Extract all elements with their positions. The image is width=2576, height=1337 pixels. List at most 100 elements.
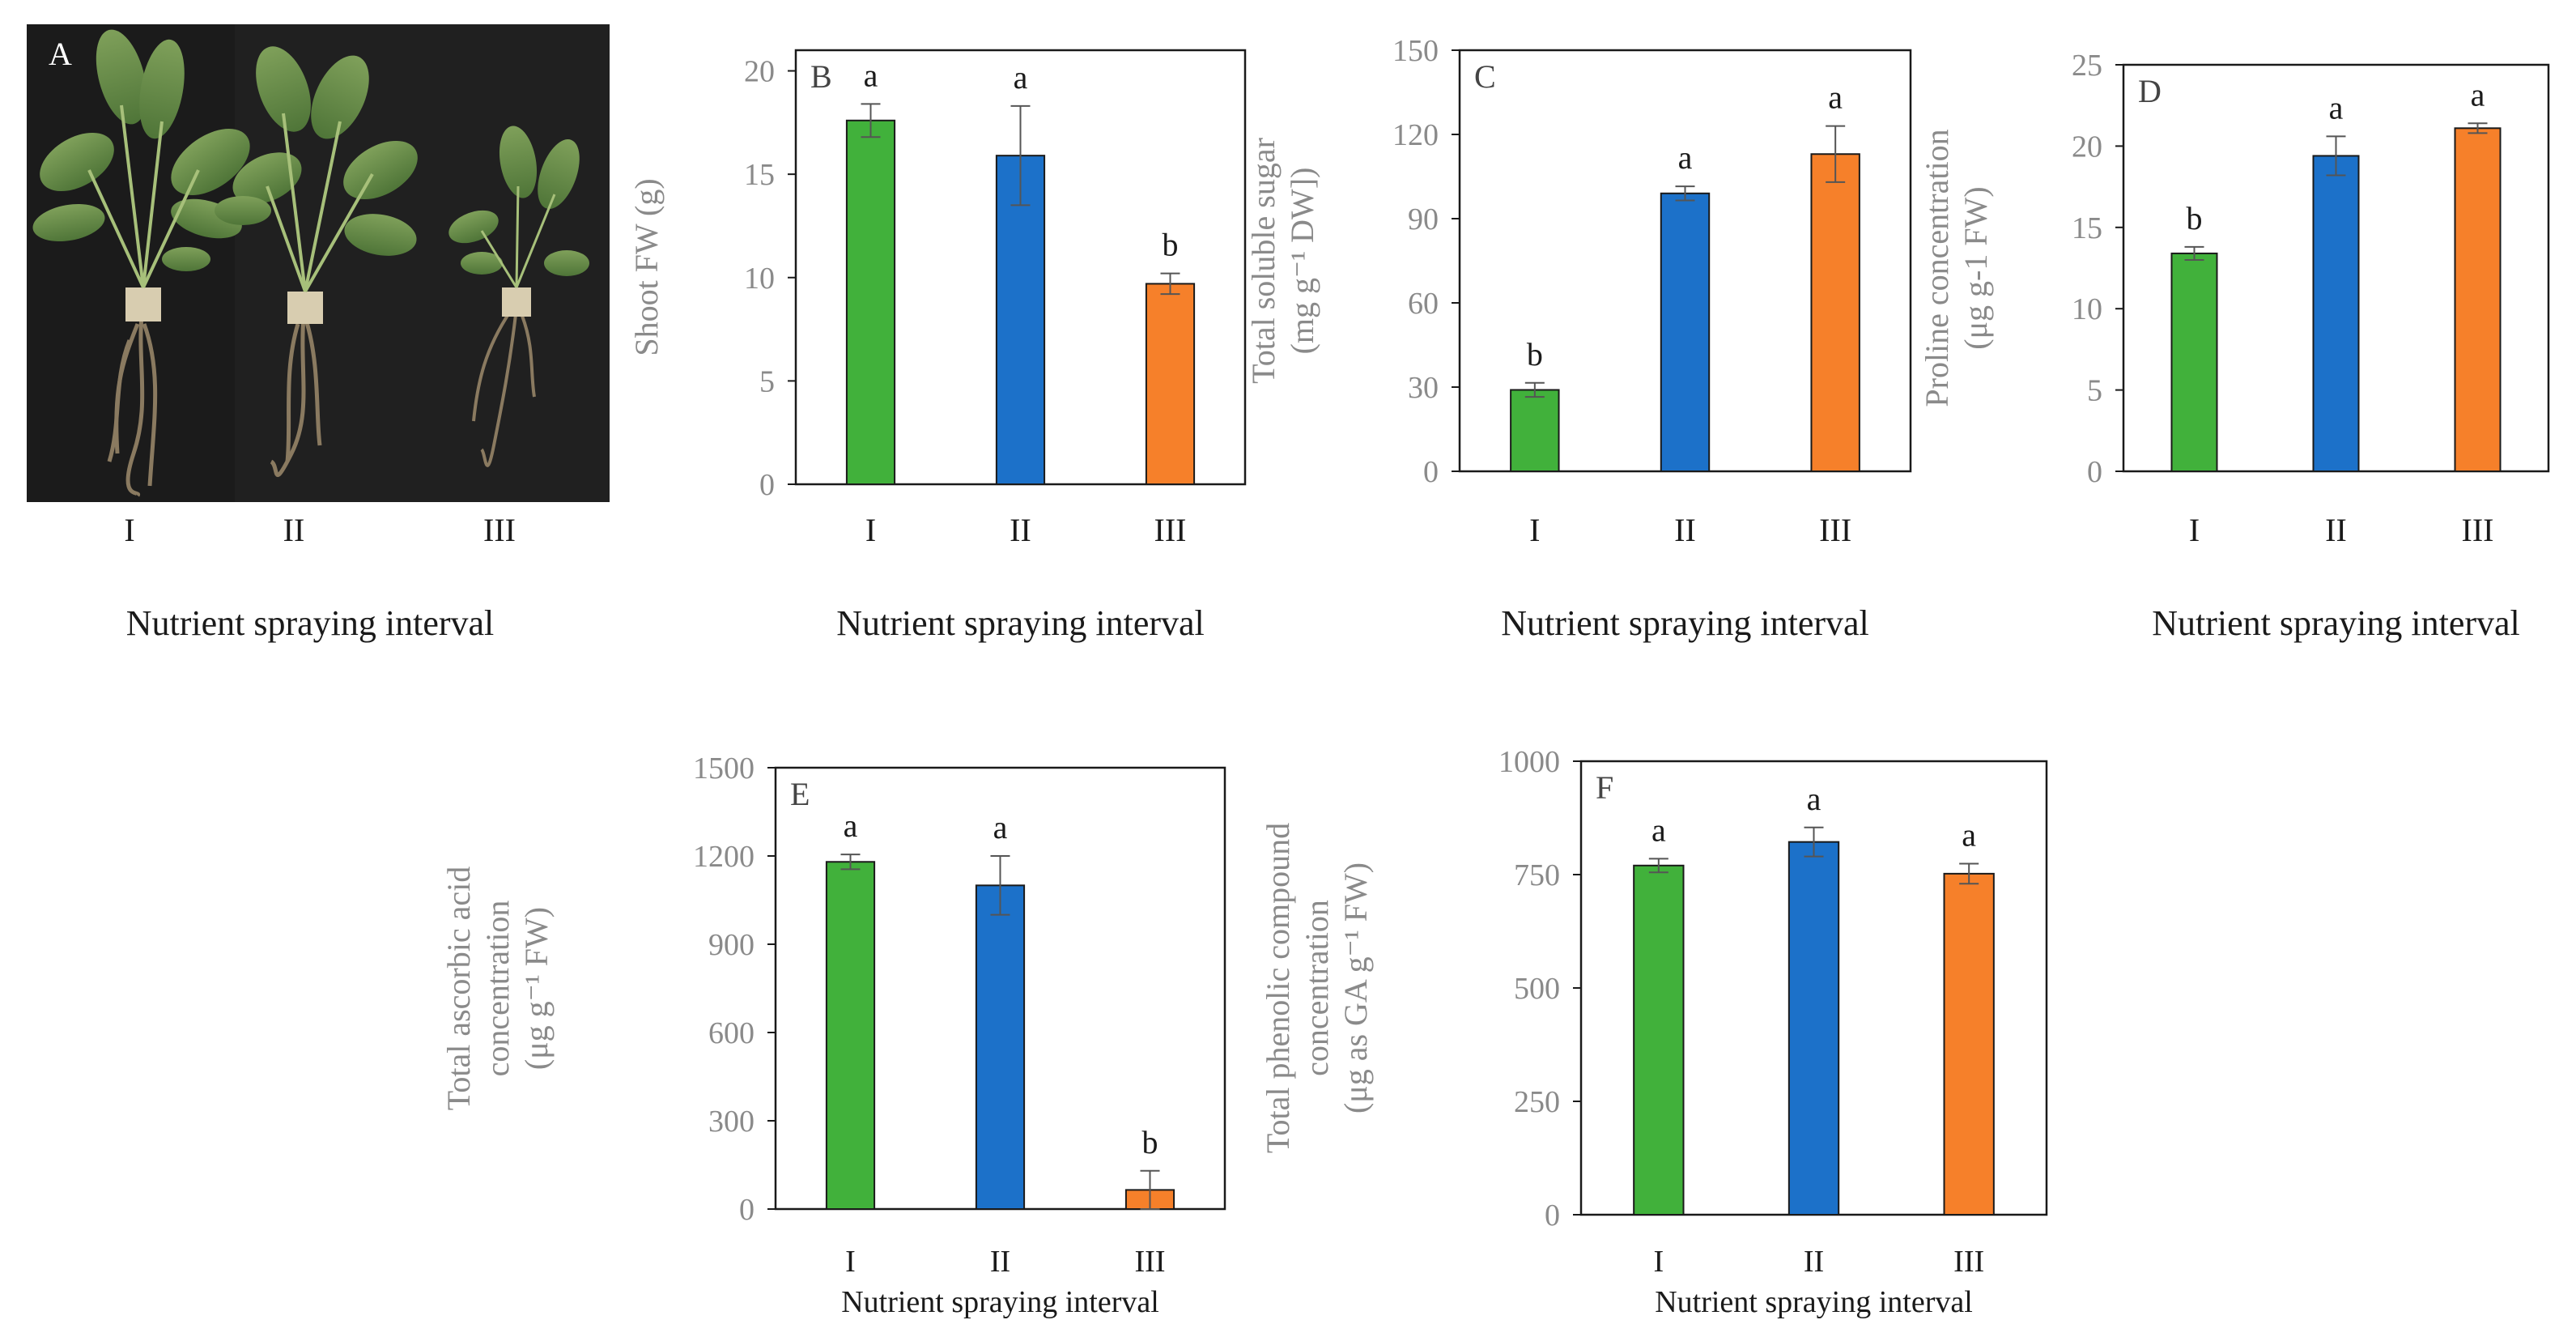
photo-panel-label: A <box>49 36 72 72</box>
x-category-label: III <box>1135 1245 1166 1279</box>
x-category-label: III <box>1819 512 1851 548</box>
x-category-label: I <box>845 1245 856 1279</box>
plant-i-illustration <box>107 315 158 497</box>
chart-panel-b: 0 5 10 15 20 a Ia II b III B Nutrient spraying inte… <box>628 49 1247 643</box>
bar-i <box>845 119 896 485</box>
significance-letter: a <box>1828 79 1843 116</box>
significance-letter: a <box>993 809 1008 845</box>
significance-letter: a <box>1014 59 1028 96</box>
bar-i <box>1633 864 1685 1216</box>
bar-ii <box>995 155 1046 486</box>
x-category-label: I <box>865 512 876 548</box>
x-axis-label: Nutrient spraying interval <box>841 1285 1159 1319</box>
y-tick-label: 10 <box>744 262 775 296</box>
x-category-label: II <box>1010 512 1031 548</box>
bar-i <box>825 861 876 1211</box>
y-tick-label: 750 <box>1514 858 1560 892</box>
panel-label: B <box>810 58 832 95</box>
x-category-label: I <box>1654 1245 1664 1279</box>
y-axis-label: Shoot FW (g) <box>628 178 665 356</box>
y-axis-label: Proline concentration <box>1919 129 1955 407</box>
y-axis-label: (μg g-1 FW) <box>1958 186 1994 349</box>
x-category-label: II <box>2325 512 2347 548</box>
y-axis-label: concentration <box>1299 900 1335 1076</box>
photo-treatment-label: III <box>483 512 516 548</box>
y-tick-label: 5 <box>2087 374 2102 408</box>
bar-ii <box>1660 192 1711 473</box>
photo-treatment-label: I <box>124 512 134 548</box>
y-axis-label: (mg g⁻¹ DW]) <box>1284 168 1320 355</box>
bar-iii <box>1145 283 1196 485</box>
y-tick-label: 250 <box>1514 1085 1560 1119</box>
y-tick-label: 1200 <box>693 840 755 874</box>
chart-panel-f: 0 250 500 750 1000 a Ia II a III F Nutrient sprayin… <box>1260 745 2048 1319</box>
x-category-label: I <box>2189 512 2200 548</box>
significance-letter: a <box>844 807 858 844</box>
y-tick-label: 20 <box>744 55 775 89</box>
x-category-label: III <box>2462 512 2494 548</box>
y-tick-label: 500 <box>1514 972 1560 1006</box>
y-tick-label: 600 <box>708 1016 755 1050</box>
y-axis-label: (μg g⁻¹ FW) <box>518 907 555 1070</box>
y-axis-label: Total phenolic compound <box>1260 823 1296 1153</box>
photo-xlabel: Nutrient spraying interval <box>126 603 495 643</box>
y-tick-label: 0 <box>1545 1199 1560 1233</box>
chart-panel-c: 0 30 60 90 120 150 b Ia II a III C Nutrient spraying… <box>1245 34 1912 643</box>
y-tick-label: 0 <box>2087 455 2102 489</box>
x-category-label: II <box>990 1245 1010 1279</box>
bar-i <box>2170 252 2218 472</box>
y-axis-label: (μg as GA g⁻¹ FW) <box>1337 862 1374 1113</box>
y-tick-label: 60 <box>1408 287 1439 321</box>
y-tick-label: 30 <box>1408 371 1439 405</box>
y-tick-label: 0 <box>739 1193 755 1227</box>
photo-panel: A <box>27 24 610 643</box>
x-category-label: II <box>1674 512 1696 548</box>
y-tick-label: 10 <box>2072 292 2102 326</box>
chart-panel-e: 0 300 600 900 1200 1500 a Ia II b III E Nutrient spr… <box>440 752 1226 1319</box>
significance-letter: a <box>2329 89 2344 126</box>
y-tick-label: 300 <box>708 1105 755 1139</box>
bar-ii <box>2312 155 2360 472</box>
photo-treatment-label: II <box>283 512 305 548</box>
x-category-label: III <box>1953 1245 1984 1279</box>
bar-ii <box>975 884 1026 1211</box>
significance-letter: b <box>1142 1124 1158 1160</box>
x-axis-label: Nutrient spraying interval <box>2152 603 2520 643</box>
chart-panel-d: 0 5 10 15 20 25 b Ia II a III D Nutrient spraying in… <box>1919 49 2550 643</box>
x-category-label: III <box>1154 512 1187 548</box>
significance-letter: a <box>1651 811 1666 848</box>
x-axis-label: Nutrient spraying interval <box>1655 1285 1973 1319</box>
bar-iii <box>1943 872 1995 1216</box>
y-tick-label: 90 <box>1408 202 1439 236</box>
y-tick-label: 150 <box>1392 34 1439 68</box>
panel-label: C <box>1474 58 1496 95</box>
significance-letter: a <box>2471 76 2485 113</box>
panel-label: F <box>1596 769 1613 806</box>
significance-letter: a <box>1962 817 1976 854</box>
significance-letter: a <box>864 57 878 93</box>
y-axis-label: Total ascorbic acid <box>440 866 477 1111</box>
x-axis-label: Nutrient spraying interval <box>836 603 1205 643</box>
y-tick-label: 120 <box>1392 118 1439 152</box>
panel-label: E <box>790 776 810 812</box>
panel-label: D <box>2138 73 2162 109</box>
y-tick-label: 5 <box>759 364 775 398</box>
y-tick-label: 20 <box>2072 130 2102 164</box>
significance-letter: b <box>1163 227 1179 263</box>
y-tick-label: 1500 <box>693 752 755 786</box>
y-axis-label: concentration <box>479 901 516 1077</box>
significance-letter: a <box>1807 781 1821 817</box>
x-axis-label: Nutrient spraying interval <box>1501 603 1869 643</box>
significance-letter: b <box>2187 200 2203 236</box>
bar-iii <box>1810 153 1860 472</box>
y-tick-label: 15 <box>2072 211 2102 245</box>
x-category-label: I <box>1529 512 1540 548</box>
y-tick-label: 0 <box>759 468 775 502</box>
y-tick-label: 1000 <box>1498 745 1560 779</box>
bar-iii <box>2454 127 2502 472</box>
y-tick-label: 900 <box>708 928 755 962</box>
y-tick-label: 25 <box>2072 49 2102 83</box>
significance-letter: a <box>1678 139 1693 176</box>
